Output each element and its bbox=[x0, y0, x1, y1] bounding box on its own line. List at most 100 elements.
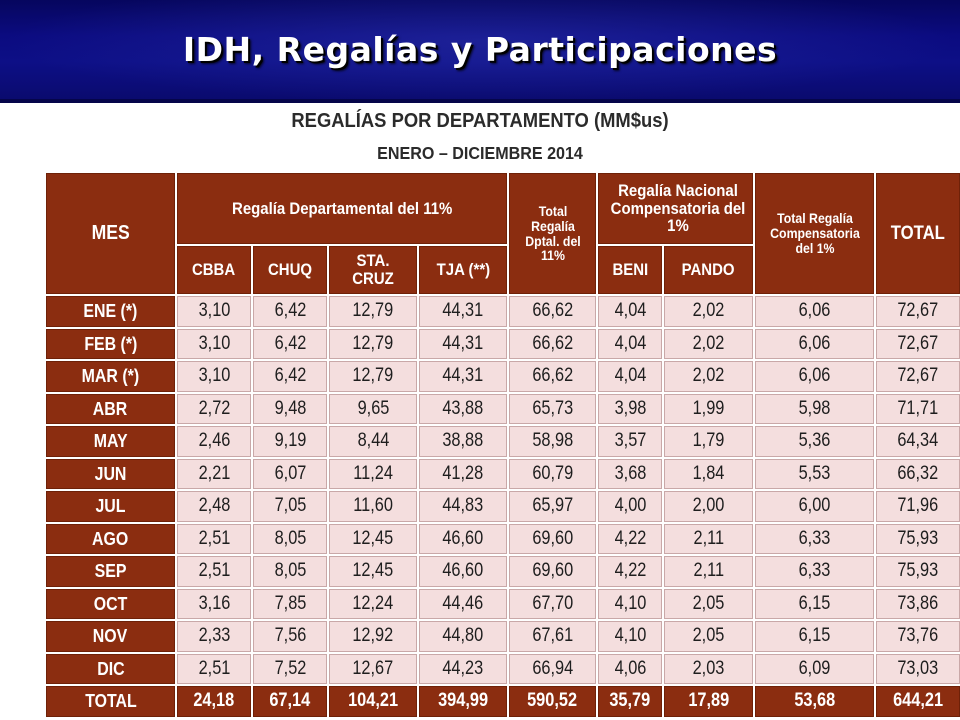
table-row: MAY 2,46 9,19 8,44 38,88 58,98 3,57 1,79 5,36 64,… bbox=[44, 424, 960, 459]
value-cell-chuq: 8,05 bbox=[251, 554, 329, 589]
value-cell-total: 73,03 bbox=[874, 651, 960, 686]
value-cell-pando: 2,11 bbox=[662, 521, 756, 556]
value-cell-chuq: 6,42 bbox=[251, 359, 329, 394]
value-cell-total-dptal: 590,52 bbox=[507, 684, 599, 719]
value-cell-total: 66,32 bbox=[874, 456, 960, 491]
value-cell-beni: 4,04 bbox=[596, 359, 665, 394]
header-pando: PANDO bbox=[662, 244, 756, 296]
value-cell-sta-cruz: 8,44 bbox=[327, 424, 419, 459]
value-cell-pando: 2,05 bbox=[662, 619, 756, 654]
value-cell-tja: 44,83 bbox=[416, 489, 510, 524]
value-cell-cbba: 2,51 bbox=[175, 554, 253, 589]
value-cell-sta-cruz: 12,79 bbox=[327, 359, 419, 394]
table-row: DIC 2,51 7,52 12,67 44,23 66,94 4,06 2,03 6,09 73… bbox=[44, 651, 960, 686]
value-cell-total: 75,93 bbox=[874, 554, 960, 589]
value-cell-tja: 38,88 bbox=[416, 424, 510, 459]
month-cell: AGO bbox=[44, 521, 177, 556]
value-cell-tja: 44,80 bbox=[416, 619, 510, 654]
value-cell-total-comp: 6,00 bbox=[753, 489, 877, 524]
value-cell-total: 71,71 bbox=[874, 391, 960, 426]
value-cell-cbba: 3,10 bbox=[175, 359, 253, 394]
value-cell-cbba: 2,21 bbox=[175, 456, 253, 491]
month-cell: FEB (*) bbox=[44, 326, 177, 361]
value-cell-pando: 2,02 bbox=[662, 359, 756, 394]
value-cell-total-comp: 5,36 bbox=[753, 424, 877, 459]
value-cell-total-comp: 6,06 bbox=[753, 294, 877, 329]
value-cell-total-dptal: 60,79 bbox=[507, 456, 599, 491]
value-cell-total: 64,34 bbox=[874, 424, 960, 459]
value-cell-beni: 4,10 bbox=[596, 619, 665, 654]
value-cell-beni: 4,10 bbox=[596, 586, 665, 621]
value-cell-total: 73,86 bbox=[874, 586, 960, 621]
value-cell-beni: 3,68 bbox=[596, 456, 665, 491]
value-cell-tja: 44,31 bbox=[416, 326, 510, 361]
value-cell-chuq: 7,05 bbox=[251, 489, 329, 524]
value-cell-total-comp: 53,68 bbox=[753, 684, 877, 719]
month-cell: MAY bbox=[44, 424, 177, 459]
table-row: FEB (*) 3,10 6,42 12,79 44,31 66,62 4,04 2,02 6,… bbox=[44, 326, 960, 361]
value-cell-sta-cruz: 104,21 bbox=[327, 684, 419, 719]
table-row: ABR 2,72 9,48 9,65 43,88 65,73 3,98 1,99 5,98 71,… bbox=[44, 391, 960, 426]
value-cell-beni: 35,79 bbox=[596, 684, 665, 719]
table-row: JUL 2,48 7,05 11,60 44,83 65,97 4,00 2,00 6,00 71… bbox=[44, 489, 960, 524]
table-row: NOV 2,33 7,56 12,92 44,80 67,61 4,10 2,05 6,15 73… bbox=[44, 619, 960, 654]
value-cell-total-comp: 6,33 bbox=[753, 554, 877, 589]
month-cell: TOTAL bbox=[44, 684, 177, 719]
value-cell-beni: 4,04 bbox=[596, 294, 665, 329]
value-cell-pando: 2,00 bbox=[662, 489, 756, 524]
value-cell-cbba: 2,72 bbox=[175, 391, 253, 426]
header-beni: BENI bbox=[596, 244, 665, 296]
value-cell-sta-cruz: 12,24 bbox=[327, 586, 419, 621]
value-cell-chuq: 6,42 bbox=[251, 326, 329, 361]
value-cell-tja: 44,23 bbox=[416, 651, 510, 686]
value-cell-sta-cruz: 12,92 bbox=[327, 619, 419, 654]
value-cell-cbba: 24,18 bbox=[175, 684, 253, 719]
value-cell-total-comp: 5,98 bbox=[753, 391, 877, 426]
table-subtitle: ENERO – DICIEMBRE 2014 bbox=[377, 143, 583, 163]
value-cell-total: 644,21 bbox=[874, 684, 960, 719]
value-cell-tja: 44,31 bbox=[416, 294, 510, 329]
value-cell-total-dptal: 67,70 bbox=[507, 586, 599, 621]
value-cell-chuq: 7,52 bbox=[251, 651, 329, 686]
table-title: REGALÍAS POR DEPARTAMENTO (MM$us) bbox=[291, 110, 669, 132]
table-row: SEP 2,51 8,05 12,45 46,60 69,60 4,22 2,11 6,33 75… bbox=[44, 554, 960, 589]
value-cell-cbba: 3,10 bbox=[175, 294, 253, 329]
header-mes: MES bbox=[44, 171, 177, 296]
value-cell-chuq: 7,85 bbox=[251, 586, 329, 621]
value-cell-chuq: 67,14 bbox=[251, 684, 329, 719]
table-row: OCT 3,16 7,85 12,24 44,46 67,70 4,10 2,05 6,15 73… bbox=[44, 586, 960, 621]
value-cell-total: 71,96 bbox=[874, 489, 960, 524]
value-cell-pando: 1,79 bbox=[662, 424, 756, 459]
value-cell-total-comp: 6,33 bbox=[753, 521, 877, 556]
value-cell-cbba: 2,48 bbox=[175, 489, 253, 524]
header-total-regalia-compensatoria: Total Regalía Compensatoria del 1% bbox=[753, 171, 877, 296]
value-cell-cbba: 2,51 bbox=[175, 521, 253, 556]
value-cell-total-dptal: 58,98 bbox=[507, 424, 599, 459]
month-cell: OCT bbox=[44, 586, 177, 621]
totals-row: TOTAL 24,18 67,14 104,21 394,99 590,52 35,79 17… bbox=[44, 684, 960, 719]
value-cell-tja: 394,99 bbox=[416, 684, 510, 719]
value-cell-beni: 4,00 bbox=[596, 489, 665, 524]
table-row: MAR (*) 3,10 6,42 12,79 44,31 66,62 4,04 2,02 6,… bbox=[44, 359, 960, 394]
value-cell-total-dptal: 69,60 bbox=[507, 554, 599, 589]
value-cell-cbba: 2,51 bbox=[175, 651, 253, 686]
value-cell-total-dptal: 66,62 bbox=[507, 326, 599, 361]
month-cell: ENE (*) bbox=[44, 294, 177, 329]
value-cell-sta-cruz: 12,79 bbox=[327, 326, 419, 361]
value-cell-total-comp: 6,15 bbox=[753, 619, 877, 654]
royalties-table: MES Regalía Departamental del 11% Total … bbox=[44, 171, 960, 719]
value-cell-total: 73,76 bbox=[874, 619, 960, 654]
month-cell: ABR bbox=[44, 391, 177, 426]
table-row: JUN 2,21 6,07 11,24 41,28 60,79 3,68 1,84 5,53 66… bbox=[44, 456, 960, 491]
value-cell-total: 72,67 bbox=[874, 359, 960, 394]
value-cell-total: 72,67 bbox=[874, 326, 960, 361]
month-cell: MAR (*) bbox=[44, 359, 177, 394]
value-cell-pando: 2,03 bbox=[662, 651, 756, 686]
value-cell-beni: 4,04 bbox=[596, 326, 665, 361]
value-cell-pando: 1,84 bbox=[662, 456, 756, 491]
header-chuq: CHUQ bbox=[251, 244, 329, 296]
value-cell-tja: 44,46 bbox=[416, 586, 510, 621]
value-cell-tja: 43,88 bbox=[416, 391, 510, 426]
header-sta-cruz: STA. CRUZ bbox=[327, 244, 419, 296]
slide-header: IDH, Regalías y Participaciones bbox=[0, 0, 960, 103]
